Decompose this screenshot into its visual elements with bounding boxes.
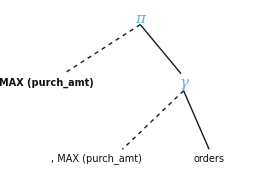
Text: , MAX (purch_amt): , MAX (purch_amt) xyxy=(51,153,142,164)
Text: π: π xyxy=(135,12,145,26)
Text: γ: γ xyxy=(178,76,187,90)
Text: orders: orders xyxy=(193,154,224,164)
Text: MAX (purch_amt): MAX (purch_amt) xyxy=(0,78,93,88)
